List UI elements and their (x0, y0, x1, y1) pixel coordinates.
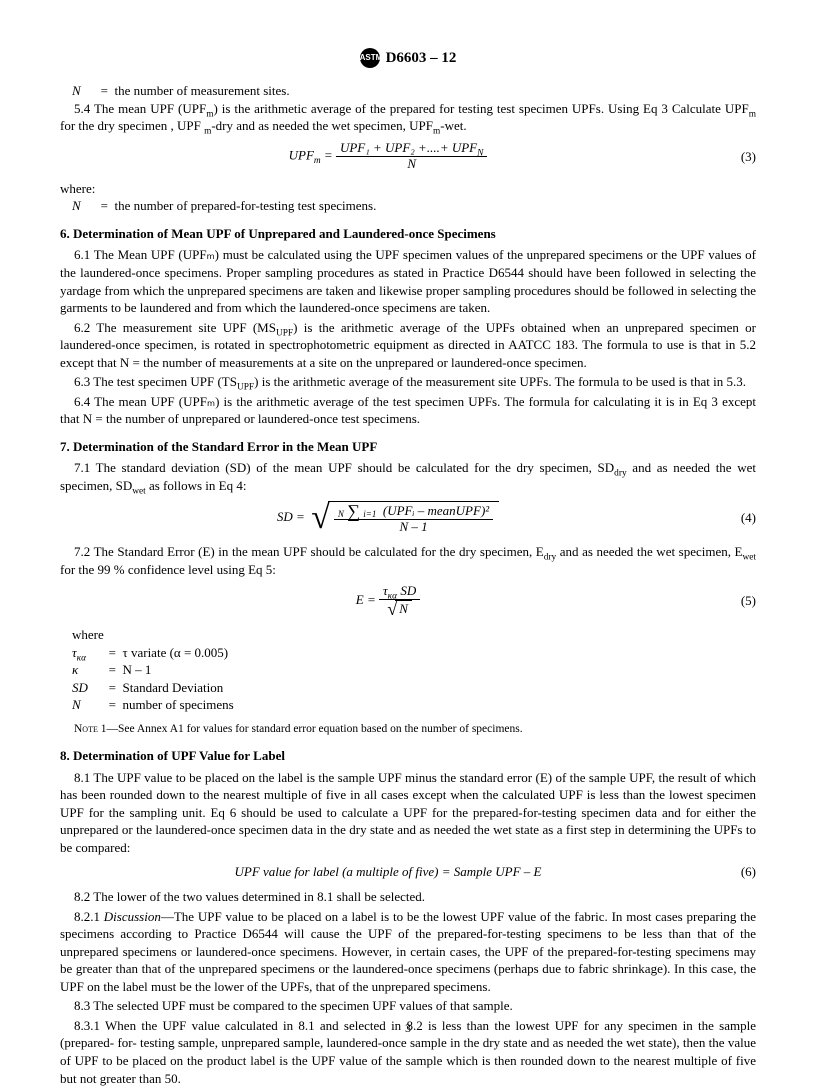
para-5-4: 5.4 The mean UPF (UPFm) is the arithmeti… (60, 100, 756, 135)
equation-4: SD = √ N ∑ i=1 (UPFᵢ – meanUPF)² N – 1 (60, 501, 756, 535)
equation-3: UPFm = UPF₁ + UPF₂ +....+ UPFN N (3) (60, 141, 756, 172)
section-7-head: 7. Determination of the Standard Error i… (60, 438, 756, 456)
section-8-head: 8. Determination of UPF Value for Label (60, 747, 756, 765)
section-6-head: 6. Determination of Mean UPF of Unprepar… (60, 225, 756, 243)
eq-number: (6) (716, 863, 756, 881)
var-def-SD: SD = Standard Deviation (60, 679, 756, 697)
para-6-4: 6.4 The mean UPF (UPFₘ) is the arithmeti… (60, 393, 756, 428)
where-label-2: where (60, 626, 756, 644)
var-text: the number of prepared-for-testing test … (115, 198, 377, 213)
where-label: where: (60, 180, 756, 198)
para-8-1: 8.1 The UPF value to be placed on the la… (60, 769, 756, 857)
note-1: Note 1—See Annex A1 for values for stand… (60, 722, 756, 738)
var-def-N1: N = the number of measurement sites. (60, 82, 756, 100)
para-8-2-1: 8.2.1 Discussion—The UPF value to be pla… (60, 908, 756, 996)
equation-5: E = τκα SD √ N (5) (60, 584, 756, 618)
var-text: the number of measurement sites. (115, 83, 290, 98)
page-number: 3 (0, 1020, 816, 1036)
eq-number: (4) (716, 509, 756, 527)
para-6-2: 6.2 The measurement site UPF (MSUPF) is … (60, 319, 756, 372)
var-def-N2: N = the number of prepared-for-testing t… (60, 197, 756, 215)
eq-number: (3) (716, 148, 756, 166)
doc-header: ASTM D6603 – 12 (60, 48, 756, 68)
var-def-tau: τκα = τ variate (α = 0.005) (60, 644, 756, 662)
var-symbol: N (72, 82, 94, 100)
para-8-3: 8.3 The selected UPF must be compared to… (60, 997, 756, 1015)
para-7-2: 7.2 The Standard Error (E) in the mean U… (60, 543, 756, 578)
para-8-2: 8.2 The lower of the two values determin… (60, 888, 756, 906)
astm-logo-icon: ASTM (360, 48, 380, 68)
var-def-kappa: κ = N – 1 (60, 661, 756, 679)
var-symbol: N (72, 197, 94, 215)
equals: = (97, 82, 111, 100)
equals: = (97, 197, 111, 215)
para-6-1: 6.1 The Mean UPF (UPFₘ) must be calculat… (60, 246, 756, 316)
var-def-N3: N = number of specimens (60, 696, 756, 714)
designation: D6603 – 12 (386, 48, 457, 68)
equation-6: UPF value for label (a multiple of five)… (60, 863, 756, 881)
para-7-1: 7.1 The standard deviation (SD) of the m… (60, 459, 756, 494)
eq-number: (5) (716, 592, 756, 610)
para-6-3: 6.3 The test specimen UPF (TSUPF) is the… (60, 373, 756, 391)
